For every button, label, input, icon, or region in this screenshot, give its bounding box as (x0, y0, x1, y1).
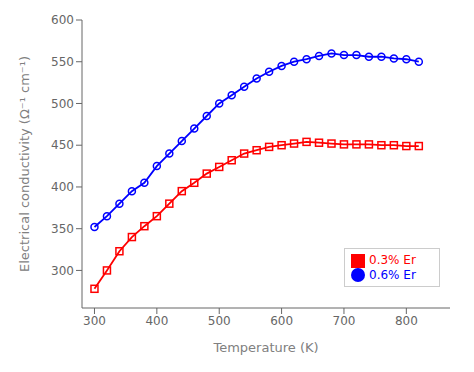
svg-text:450: 450 (51, 138, 74, 152)
svg-text:700: 700 (333, 314, 356, 328)
svg-text:300: 300 (51, 264, 74, 278)
svg-text:500: 500 (51, 97, 74, 111)
svg-text:400: 400 (51, 180, 74, 194)
svg-text:400: 400 (145, 314, 168, 328)
svg-text:300: 300 (83, 314, 106, 328)
html-text:0.3% Er: 0.3% Er (369, 253, 416, 267)
html-text:0.6% Er: 0.6% Er (369, 267, 416, 282)
svg-text:350: 350 (51, 222, 74, 236)
svg-text:500: 500 (208, 314, 231, 328)
svg-text:800: 800 (395, 314, 418, 328)
svg-text:600: 600 (270, 314, 293, 328)
svg-text:Electrical conductivity (Ω⁻¹ c: Electrical conductivity (Ω⁻¹ cm⁻¹) (17, 56, 32, 272)
svg-text:600: 600 (51, 13, 74, 27)
svg-text:550: 550 (51, 55, 74, 69)
svg-text:Temperature (K): Temperature (K) (212, 340, 318, 355)
